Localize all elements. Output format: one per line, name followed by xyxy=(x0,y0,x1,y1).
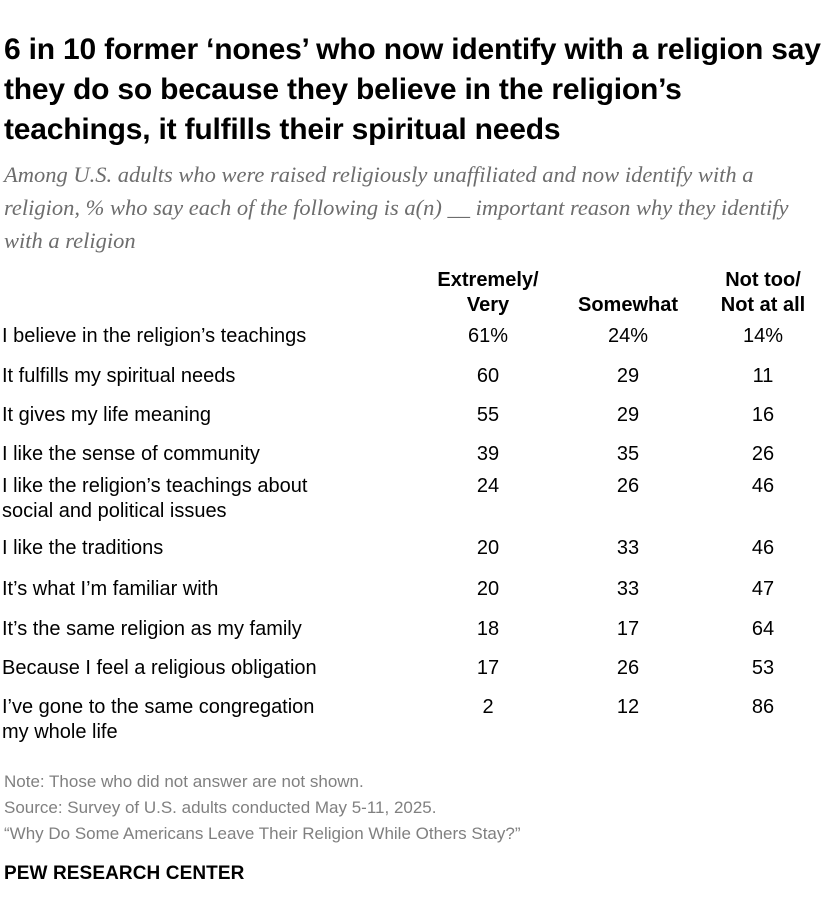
row-label-line: It’s the same religion as my family xyxy=(2,618,302,640)
row-label: It gives my life meaning xyxy=(2,403,402,428)
row-label-line: I believe in the religion’s teachings xyxy=(2,325,307,347)
table-cell: 26 xyxy=(616,657,640,679)
row-label-line: I like the religion’s teachings about xyxy=(2,475,308,497)
table-cell: 11 xyxy=(752,365,774,387)
table-cell: 86 xyxy=(751,696,775,718)
table-cell: 61% xyxy=(467,325,509,347)
table-cell: 29 xyxy=(616,404,640,426)
table-cell: 33 xyxy=(616,537,640,559)
row-label: Because I feel a religious obligation xyxy=(2,656,402,681)
table-cell: 24% xyxy=(607,325,649,347)
row-label: I like the traditions xyxy=(2,536,402,561)
table-cell: 26 xyxy=(751,443,775,465)
column-header: Not too/Not at all xyxy=(678,268,840,318)
column-header-line: Very xyxy=(466,294,510,316)
table-cell: 35 xyxy=(616,443,640,465)
row-label-line: I like the sense of community xyxy=(2,443,260,465)
table-cell: 24 xyxy=(476,475,500,497)
pew-logo-text: PEW RESEARCH CENTER xyxy=(4,863,245,884)
table-cell: 46 xyxy=(751,537,775,559)
column-header-line: Somewhat xyxy=(577,294,679,316)
chart-subtitle: Among U.S. adults who were raised religi… xyxy=(4,162,789,253)
row-label-line: It fulfills my spiritual needs xyxy=(2,365,236,387)
row-label: It fulfills my spiritual needs xyxy=(2,364,402,389)
chart-title: 6 in 10 former ‘nones’ who now identify … xyxy=(4,33,821,146)
row-label-line: It gives my life meaning xyxy=(2,404,211,426)
table-cell: 26 xyxy=(616,475,640,497)
row-label-line: social and political issues xyxy=(2,500,227,522)
row-label: I’ve gone to the same congregation my who… xyxy=(2,695,402,745)
table-cell: 16 xyxy=(751,404,775,426)
note-text: Note: Those who did not answer are not s… xyxy=(4,772,364,791)
table-cell: 33 xyxy=(616,578,640,600)
table-cell: 29 xyxy=(616,365,640,387)
table-cell: 47 xyxy=(751,578,775,600)
column-header-line: Extremely/ xyxy=(437,269,539,291)
table-cell: 20 xyxy=(476,537,500,559)
table-cell: 46 xyxy=(751,475,775,497)
row-label-line: my whole life xyxy=(2,721,118,743)
row-label: I believe in the religion’s teachings xyxy=(2,324,402,349)
table-cell: 64 xyxy=(751,618,775,640)
row-label-line: Because I feel a religious obligation xyxy=(2,657,317,679)
table-cell: 2 xyxy=(482,696,494,718)
row-label-line: I’ve gone to the same congregation xyxy=(2,696,315,718)
table-cell: 55 xyxy=(476,404,500,426)
source-text: Source: Survey of U.S. adults conducted … xyxy=(4,798,437,817)
row-label-line: I like the traditions xyxy=(2,537,164,559)
column-header: Somewhat xyxy=(543,293,713,318)
column-header-line: Not at all xyxy=(720,294,806,316)
table-cell: 39 xyxy=(476,443,500,465)
column-header: Extremely/Very xyxy=(403,268,573,318)
table-cell: 17 xyxy=(476,657,500,679)
column-header-line: Not too/ xyxy=(725,269,801,291)
row-label: I like the religion’s teachings about soc… xyxy=(2,474,402,524)
report-title: “Why Do Some Americans Leave Their Relig… xyxy=(4,824,521,843)
table-cell: 17 xyxy=(616,618,640,640)
table-cell: 18 xyxy=(476,618,500,640)
row-label: It’s the same religion as my family xyxy=(2,617,402,642)
row-label: I like the sense of community xyxy=(2,442,402,467)
table-cell: 20 xyxy=(476,578,500,600)
row-label-line: It’s what I’m familiar with xyxy=(2,578,219,600)
table-cell: 60 xyxy=(476,365,500,387)
row-label: It’s what I’m familiar with xyxy=(2,577,402,602)
table-cell: 53 xyxy=(751,657,775,679)
table-cell: 14% xyxy=(742,325,784,347)
table-cell: 12 xyxy=(616,696,640,718)
